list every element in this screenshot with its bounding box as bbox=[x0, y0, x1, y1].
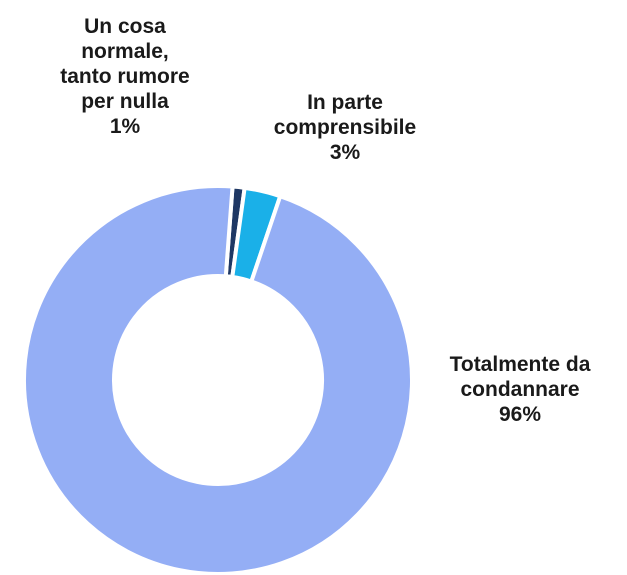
slice-value-label: 96% bbox=[498, 403, 542, 426]
slice-label-line: per nulla bbox=[81, 90, 169, 113]
slice-label-line: Totalmente da bbox=[449, 353, 591, 376]
slice-label-line: tanto rumore bbox=[60, 65, 190, 88]
donut-slice-2 bbox=[22, 184, 414, 575]
slice-label-line: comprensibile bbox=[273, 116, 417, 139]
slice-label-in-parte-comprensibile: In parte comprensibile 3% bbox=[240, 90, 450, 165]
slice-label-line: condannare bbox=[460, 378, 580, 401]
slice-label-cosa-normale: Un cosa normale, tanto rumore per nulla … bbox=[30, 14, 220, 139]
slice-label-line: In parte bbox=[307, 91, 383, 114]
slice-label-line: normale, bbox=[81, 40, 169, 63]
slice-label-line: Un cosa bbox=[84, 15, 166, 38]
donut-slices bbox=[22, 184, 414, 575]
slice-label-totalmente-da-condannare: Totalmente da condannare 96% bbox=[425, 352, 615, 427]
slice-value-label: 1% bbox=[109, 115, 141, 138]
slice-value-label: 3% bbox=[329, 141, 361, 164]
